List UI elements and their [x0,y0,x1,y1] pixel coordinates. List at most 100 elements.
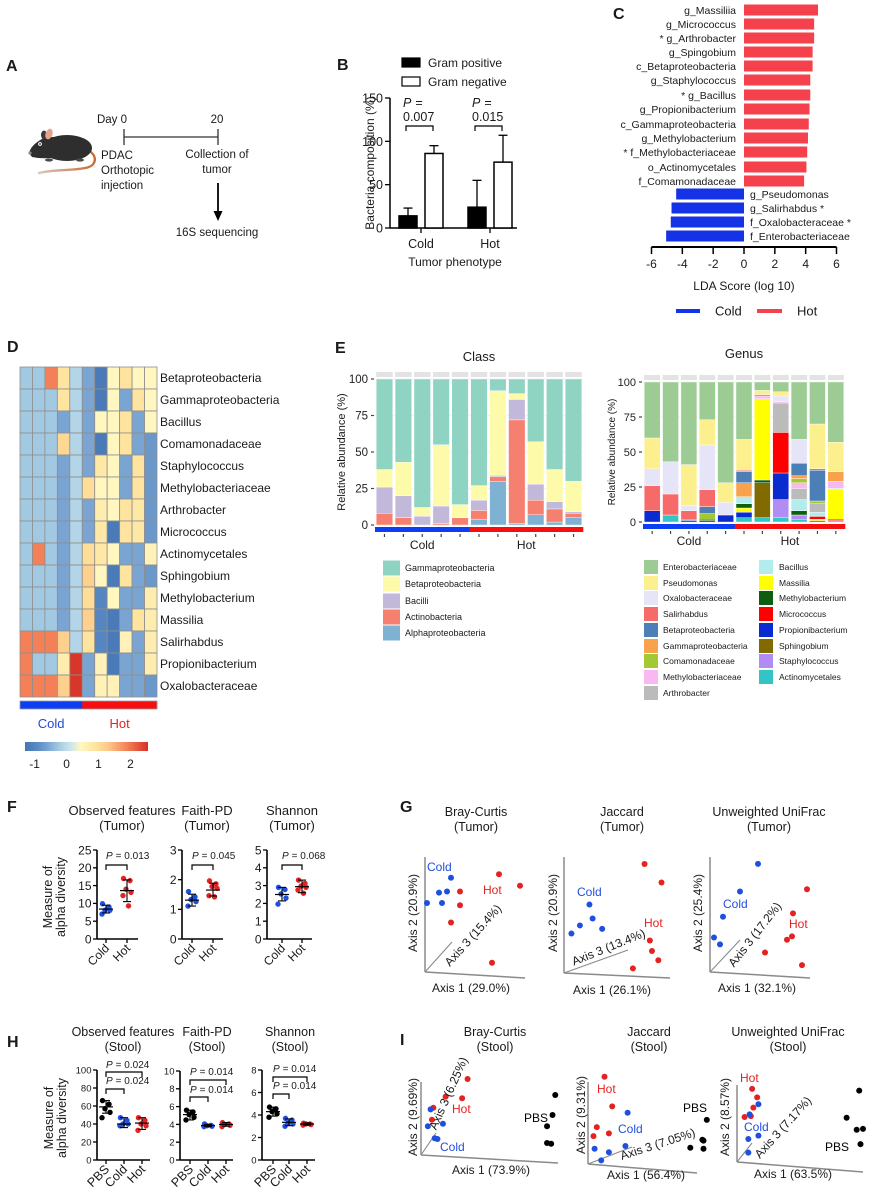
heatmap-cell [131,608,145,632]
legend-swatch [759,576,773,590]
stack-segment [508,378,526,394]
p-value: = 0.068 [292,851,326,862]
legend-label: Actinomycetales [779,672,841,682]
heatmap-cell [44,674,58,698]
stack-segment [546,469,564,502]
stack-segment [699,419,716,446]
chart-title: Genus [725,346,764,361]
heatmap-cell [69,366,83,390]
stack-segment [809,381,826,425]
stack-segment [644,485,661,512]
group-label: Cold [618,1122,643,1136]
heatmap-cell [44,586,58,610]
y-tick-label: 0 [86,1155,91,1166]
mouse-head [29,137,62,159]
y-tick-label: 150 [362,92,383,106]
y-tick-label: 20 [78,861,92,875]
heatmap-cell [44,498,58,522]
stack-segment [489,378,507,391]
heatmap-cell [131,366,145,390]
row-label: Actinomycetales [160,547,247,561]
heatmap-cell [94,608,108,632]
significance-bracket [189,1096,209,1102]
data-point [125,903,132,909]
data-point [206,878,213,884]
heatmap-cell [94,388,108,412]
significance-bracket [281,864,303,870]
heatmap-cell [81,366,96,390]
data-point [641,860,648,867]
heatmap-cell [19,520,33,544]
heatmap-cell [106,388,121,412]
stack-segment [754,479,771,483]
p-symbol: P [273,1081,280,1092]
heatmap-cell [69,498,83,522]
data-point [424,900,430,906]
data-point [790,910,796,917]
data-point [799,962,805,969]
x-tick-label: Hot [285,941,309,965]
row-label: Comamonadaceae [160,437,262,451]
p-value: = 0.024 [116,1060,150,1071]
heatmap-cell [19,542,33,566]
stack-segment [772,472,789,500]
taxon-label: g_Pseudomonas [750,189,829,201]
heatmap-cell [56,498,71,522]
panel-label: C [613,6,625,23]
heatmap-cell [56,542,71,566]
lda-bar [744,46,813,58]
stack-segment [565,378,582,482]
stack-segment [754,395,771,399]
heatmap-cell [131,630,145,654]
data-point [586,901,593,908]
group-label: Hot [644,916,663,930]
p-symbol: P [192,851,199,862]
group-bar-segment [716,524,736,529]
stack-segment [394,462,412,496]
panel-i-jaccard: Hot Cold PBS Jaccard(Stool) Axis 1 (56.4%) Ax… [574,1025,710,1182]
group-bar-segment [431,527,451,532]
y-tick-label: 100 [349,374,368,386]
row-label: Salirhabdus [160,635,223,649]
y-tick-label: 2 [255,897,262,911]
data-point [755,860,761,867]
stack-segment [699,519,716,521]
significance-bracket [105,1088,125,1094]
group-bar-segment [375,527,395,532]
data-point [459,1095,466,1102]
heatmap-cell [119,674,133,698]
sample-strip [680,375,697,380]
data-point [106,1101,112,1107]
legend-swatch [644,639,658,653]
chart-subtitle: (Tumor) [454,820,498,834]
axis-1-line [563,972,671,979]
lda-bar [744,118,809,130]
heatmap-cell [94,498,108,522]
stack-segment [376,469,393,488]
group-bar-segment [107,701,121,709]
stack-segment [790,519,808,523]
panel-g-jaccard: Cold Hot Jaccard(Tumor) Axis 1 (26.1%) Axis … [546,805,671,997]
panel-e-class: 0 25 50 75 100 Cold Hot Class Relative abundance… [335,340,584,641]
heatmap-cell [119,608,133,632]
data-point [434,1136,441,1142]
y-tick-label: 0 [251,1155,256,1166]
heatmap-cell [131,520,145,544]
bar [398,215,418,229]
data-point [282,886,288,893]
heatmap-cell [106,586,121,610]
stack-segment [489,476,507,482]
data-point [754,1094,761,1101]
heatmap-cell [119,388,133,412]
heatmap-cell [32,432,46,456]
taxon-label: * g_Bacillus [681,90,736,102]
group-bar-segment [808,524,827,529]
significance-bracket [105,864,128,870]
heatmap-cell [32,542,46,566]
stack-segment [772,381,789,393]
data-point [227,1122,233,1128]
heatmap-cell [69,586,83,610]
legend-swatch [759,560,773,574]
sample-strip [662,375,679,380]
stack-segment [508,419,526,524]
